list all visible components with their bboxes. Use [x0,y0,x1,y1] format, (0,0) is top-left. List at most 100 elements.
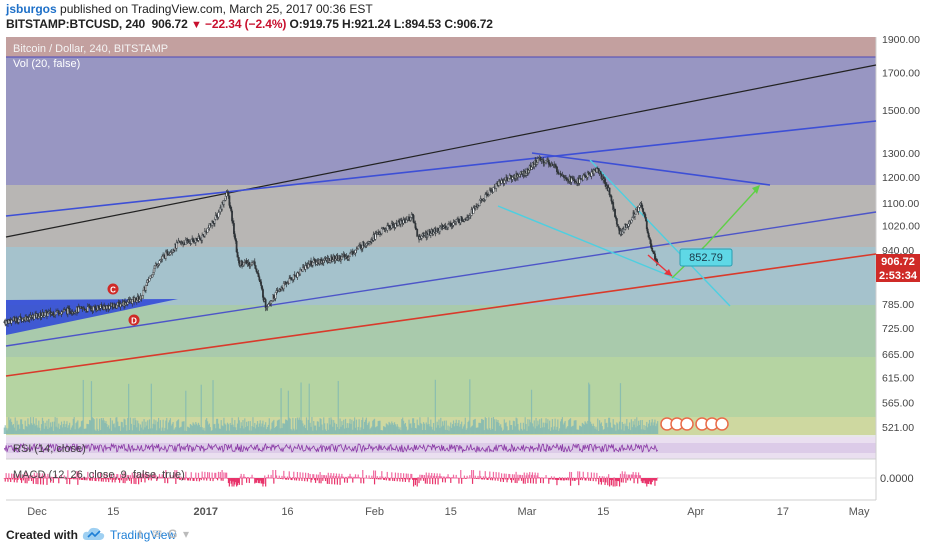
volume-bar [492,417,495,434]
macd-bar [307,472,309,479]
macd-bar [82,476,84,479]
macd-bar [220,478,222,481]
volume-bar [351,419,353,434]
volume-bar [612,419,614,434]
macd-bar [253,477,255,479]
macd-bar [99,472,102,479]
tradingview-brand-link[interactable]: TradingView [110,528,177,542]
us-flag-icon[interactable] [715,417,729,431]
volume-bar [491,428,494,434]
symbol-label[interactable]: BITSTAMP:BTCUSD, 240 [6,17,146,31]
volume-bar [641,419,643,434]
candle-body [164,251,167,259]
candle-body [254,265,257,269]
candle-body [154,265,156,269]
macd-bar [83,478,85,481]
volume-bar [289,418,291,434]
macd-bar [628,474,631,479]
volume-bar [170,425,172,434]
volume-bar [464,417,466,434]
author-link[interactable]: jsburgos [6,2,57,16]
candle-body [296,272,299,278]
price-axis[interactable]: 1900.001700.001500.001300.001200.001100.… [882,34,920,434]
pin-icon[interactable]: ▾ [183,527,190,541]
share-icon[interactable]: ✉ [152,527,163,541]
macd-bar [165,470,167,479]
volume-pane-label[interactable]: Vol (20, false) [13,58,81,70]
macd-bar [500,478,502,482]
google-plus-icon[interactable]: G [168,527,178,541]
macd-bar [341,473,343,479]
volume-bar [645,425,647,434]
macd-bar [601,476,603,479]
macd-bar [21,474,24,479]
volume-bar [491,417,493,434]
macd-bar [595,478,597,482]
tradingview-cloud-icon[interactable] [82,525,106,543]
volume-bar [128,383,130,434]
volume-bar [514,426,516,434]
macd-bar [23,474,25,479]
volume-bar [569,419,571,434]
volume-bar [159,420,162,434]
trendline-black[interactable] [5,64,877,238]
marker-d[interactable] [128,314,140,326]
volume-bar [245,427,247,434]
volume-bar [608,417,611,434]
us-flag-icon[interactable] [680,417,694,431]
candle-body [13,317,16,321]
volume-bar [636,417,638,434]
volume-bar [373,418,376,434]
macd-bar [378,478,380,480]
macd-bar [37,478,39,485]
volume-bar [272,421,274,434]
volume-bar [148,419,151,434]
triangle-pattern[interactable] [6,299,178,335]
price-axis-tick: 1100.00 [882,198,919,210]
chart-area[interactable]: 852.79 C D 1900.001700.001500.001300.001… [0,32,932,520]
volume-bar [591,425,593,434]
macd-bar [485,476,487,479]
volume-bar [361,419,363,434]
macd-bar [10,478,12,483]
macd-bar [24,478,26,484]
volume-bar [106,423,108,434]
macd-bar [501,478,504,480]
macd-bar [210,477,212,479]
candle-body [206,227,209,233]
twitter-icon[interactable]: t [138,527,142,541]
trendline-descending[interactable] [531,152,771,186]
trendline-blue-lower[interactable] [5,211,877,347]
candle-body [234,238,237,242]
macd-bar [540,478,542,484]
marker-c[interactable] [107,283,119,295]
volume-bar [655,426,657,434]
macd-bar [193,478,195,481]
volume-bar [37,427,39,434]
zone-band-purple [6,57,876,185]
rsi-pane-label[interactable]: RSI (14, close) [13,443,86,455]
candle-body [233,223,235,234]
trendline-blue-upper[interactable] [5,120,877,217]
macd-bar [174,470,176,479]
candle-body [37,316,40,319]
trendline-red[interactable] [5,253,877,377]
economic-events[interactable] [660,417,729,431]
macd-bar [81,478,83,480]
volume-bar [539,419,541,434]
channel-line-cyan[interactable] [589,159,731,307]
volume-bar [132,418,134,434]
price-callout[interactable] [679,248,733,267]
volume-bar [618,421,621,434]
macd-bar [56,477,58,479]
volume-bar [507,430,509,434]
macd-pane-label[interactable]: MACD (12, 26, close, 9, false, true) [13,469,185,481]
channel-line-cyan[interactable] [497,205,681,281]
macd-bar [452,474,455,479]
macd-bar [632,471,634,479]
volume-bar [243,428,245,434]
macd-bar [488,476,490,479]
volume-bar [413,423,416,434]
macd-bar [88,477,90,479]
time-axis[interactable]: Dec 15 2017 16 Feb 15 Mar 15 Apr 17 May [27,506,870,518]
